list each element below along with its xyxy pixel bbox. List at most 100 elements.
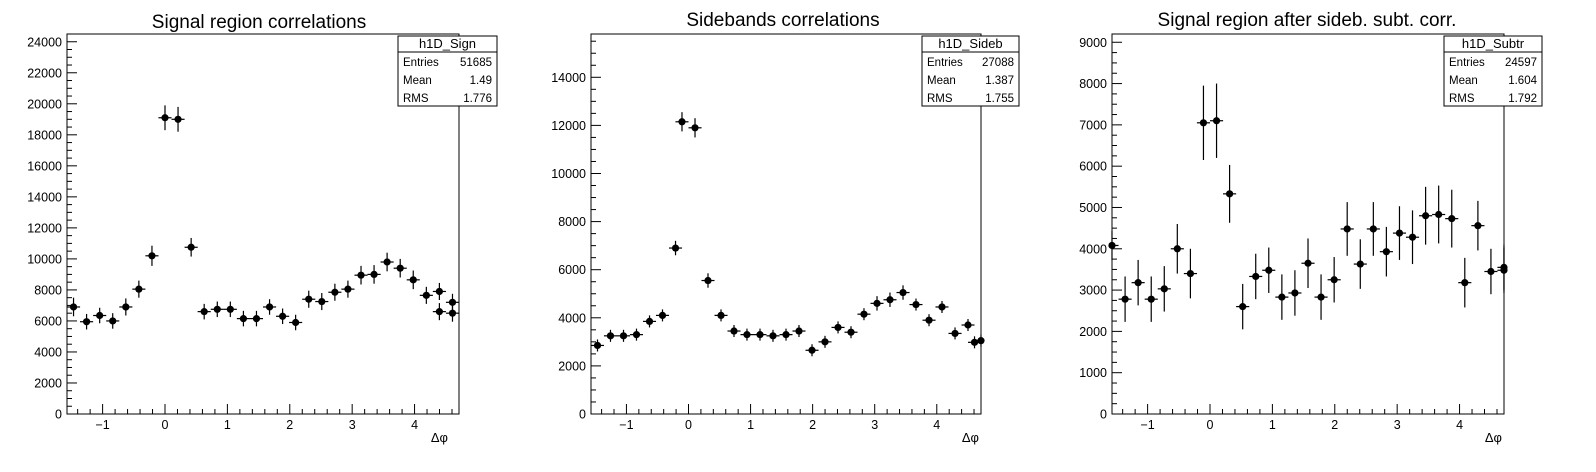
marker bbox=[1173, 245, 1181, 253]
marker bbox=[1225, 190, 1234, 198]
stat-value-entries: 24597 bbox=[1505, 57, 1537, 69]
data-point bbox=[603, 329, 617, 342]
y-tick-label: 2000 bbox=[1079, 325, 1107, 339]
chart-title: Signal region after sideb. subt. corr. bbox=[1158, 10, 1457, 31]
y-tick-label: 6000 bbox=[558, 263, 586, 277]
marker bbox=[678, 118, 686, 126]
marker bbox=[645, 317, 654, 326]
data-point bbox=[909, 298, 923, 311]
stat-value-entries: 51685 bbox=[460, 57, 492, 69]
marker bbox=[1160, 285, 1168, 293]
marker bbox=[1304, 259, 1312, 267]
plot-frame bbox=[1111, 33, 1505, 415]
marker bbox=[1474, 222, 1482, 230]
marker bbox=[226, 305, 234, 313]
data-point bbox=[1157, 266, 1171, 312]
y-tick-label: 2000 bbox=[34, 376, 62, 390]
x-tick-label: 2 bbox=[1331, 418, 1338, 432]
data-point bbox=[948, 327, 962, 340]
marker bbox=[396, 264, 404, 272]
marker bbox=[977, 337, 985, 345]
marker bbox=[122, 303, 130, 311]
marker bbox=[873, 299, 881, 307]
data-point bbox=[779, 328, 793, 341]
y-tick-label: 20000 bbox=[27, 97, 62, 111]
stat-label-mean: Mean bbox=[1449, 75, 1478, 87]
x-tick-label: 1 bbox=[1269, 418, 1276, 432]
x-tick-label: 0 bbox=[1207, 418, 1214, 432]
data-point bbox=[302, 290, 316, 308]
marker bbox=[704, 276, 712, 285]
y-tick-label: 0 bbox=[579, 408, 586, 422]
stats-box: h1D_Sign Entries 51685 Mean 1.49 RMS 1.7… bbox=[397, 35, 498, 107]
data-point bbox=[184, 237, 198, 257]
marker bbox=[370, 270, 378, 279]
marker bbox=[1343, 225, 1351, 233]
x-tick-label: −1 bbox=[95, 418, 109, 432]
marker bbox=[860, 310, 868, 318]
x-tick-label: 0 bbox=[162, 418, 169, 432]
data-point bbox=[701, 273, 715, 288]
x-tick-label: 3 bbox=[871, 418, 878, 432]
data-point bbox=[1497, 244, 1508, 291]
y-tick-label: 2000 bbox=[558, 359, 586, 373]
data-points bbox=[591, 112, 985, 357]
y-tick-label: 4000 bbox=[34, 345, 62, 359]
stats-box-frame bbox=[921, 35, 1020, 107]
marker bbox=[82, 318, 91, 326]
marker bbox=[1369, 225, 1377, 233]
marker bbox=[239, 315, 248, 323]
data-point bbox=[792, 325, 806, 338]
x-tick-label: 1 bbox=[224, 418, 231, 432]
y-tick-label: 24000 bbox=[27, 35, 62, 49]
x-axis-label: Δφ bbox=[431, 430, 448, 445]
y-tick-label: 16000 bbox=[27, 159, 62, 173]
data-point bbox=[1366, 202, 1380, 256]
panel-signal-region: Signal region correlations 0 2000 4000 6000… bbox=[27, 12, 498, 445]
histogram-name: h1D_Subtr bbox=[1462, 36, 1525, 51]
data-point bbox=[1484, 248, 1498, 295]
marker bbox=[593, 341, 602, 350]
data-point bbox=[857, 308, 871, 321]
marker bbox=[743, 331, 751, 339]
data-point bbox=[968, 336, 981, 349]
y-tick-label: 10000 bbox=[27, 252, 62, 266]
x-tick-label: 3 bbox=[1394, 418, 1401, 432]
y-tick-label: 0 bbox=[55, 408, 62, 422]
marker bbox=[435, 287, 443, 296]
x-axis-label: Δφ bbox=[962, 430, 979, 445]
data-point bbox=[669, 240, 683, 256]
data-point bbox=[106, 313, 120, 329]
data-point bbox=[805, 344, 819, 357]
marker bbox=[658, 311, 667, 319]
data-point bbox=[419, 286, 433, 304]
marker bbox=[756, 331, 764, 339]
marker bbox=[1108, 241, 1116, 250]
panel-subtracted: Signal region after sideb. subt. corr. 0… bbox=[1079, 10, 1543, 445]
marker bbox=[821, 338, 829, 346]
plot-frame bbox=[590, 33, 982, 415]
marker bbox=[1199, 119, 1208, 127]
y-tick-label: 8000 bbox=[34, 283, 62, 297]
data-point bbox=[171, 106, 185, 132]
marker bbox=[318, 297, 326, 306]
y-tick-label: 9000 bbox=[1079, 36, 1107, 50]
data-point bbox=[1353, 239, 1367, 289]
marker bbox=[161, 114, 169, 122]
y-tick-label: 1000 bbox=[1079, 366, 1107, 380]
data-point bbox=[766, 329, 780, 342]
x-tick-label: 2 bbox=[809, 418, 816, 432]
data-point bbox=[67, 297, 81, 317]
marker bbox=[619, 332, 628, 340]
data-point bbox=[1301, 238, 1315, 289]
data-point bbox=[263, 299, 277, 315]
stat-value-entries: 27088 bbox=[982, 57, 1014, 69]
y-tick-label: 7000 bbox=[1079, 118, 1107, 132]
data-point bbox=[1288, 270, 1302, 316]
data-point bbox=[1223, 164, 1237, 223]
x-tick-label: 4 bbox=[411, 418, 418, 432]
histogram-name: h1D_Sideb bbox=[938, 36, 1002, 51]
marker bbox=[606, 332, 615, 340]
stat-label-mean: Mean bbox=[927, 75, 956, 87]
stat-label-entries: Entries bbox=[1449, 57, 1485, 69]
